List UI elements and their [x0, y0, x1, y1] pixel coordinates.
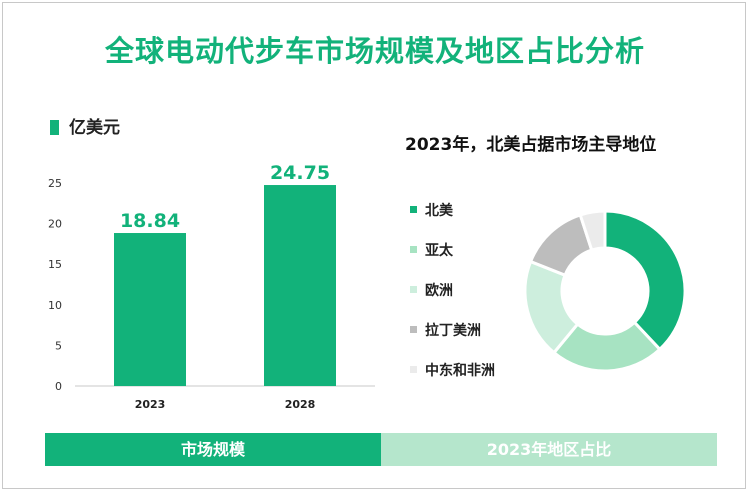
bar-chart-unit-legend: 亿美元 [50, 113, 120, 138]
bar-data-label-2023: 18.84 [120, 210, 180, 232]
x-tick-label-2028: 2028 [285, 398, 316, 411]
unit-label: 亿美元 [69, 118, 120, 138]
legend-swatch-0 [410, 206, 417, 213]
pie-chart-title: 2023年，北美占据市场主导地位 [405, 135, 657, 155]
legend-swatch-2 [410, 286, 417, 293]
y-tick-label-1: 5 [55, 339, 62, 352]
chart-frame [2, 2, 746, 489]
legend-label-4: 中东和非洲 [425, 363, 495, 379]
legend-swatch-4 [410, 366, 417, 373]
legend-label-1: 亚太 [425, 243, 453, 259]
region-share-banner: 2023年地区占比 [381, 433, 717, 466]
y-tick-label-0: 0 [55, 380, 62, 393]
legend-label-3: 拉丁美洲 [425, 323, 481, 339]
bar-2023 [114, 233, 186, 386]
legend-item-0: 北美 [410, 200, 453, 220]
bar-data-label-2028: 24.75 [270, 162, 330, 184]
legend-item-2: 欧洲 [410, 280, 453, 300]
legend-swatch-3 [410, 326, 417, 333]
bar-2028 [264, 185, 336, 386]
legend-item-1: 亚太 [410, 240, 453, 260]
page-title: 全球电动代步车市场规模及地区占比分析 [104, 34, 645, 68]
y-tick-label-4: 20 [48, 218, 62, 231]
y-tick-label-2: 10 [48, 299, 62, 312]
market-size-banner: 市场规模 [45, 433, 381, 466]
y-tick-label-3: 15 [48, 258, 62, 271]
unit-legend-swatch [50, 120, 59, 135]
legend-label-2: 欧洲 [425, 283, 453, 299]
legend-item-4: 中东和非洲 [410, 360, 495, 380]
legend-label-0: 北美 [425, 203, 453, 219]
legend-swatch-1 [410, 246, 417, 253]
legend-item-3: 拉丁美洲 [410, 320, 481, 340]
y-tick-label-5: 25 [48, 177, 62, 190]
x-tick-label-2023: 2023 [135, 398, 166, 411]
